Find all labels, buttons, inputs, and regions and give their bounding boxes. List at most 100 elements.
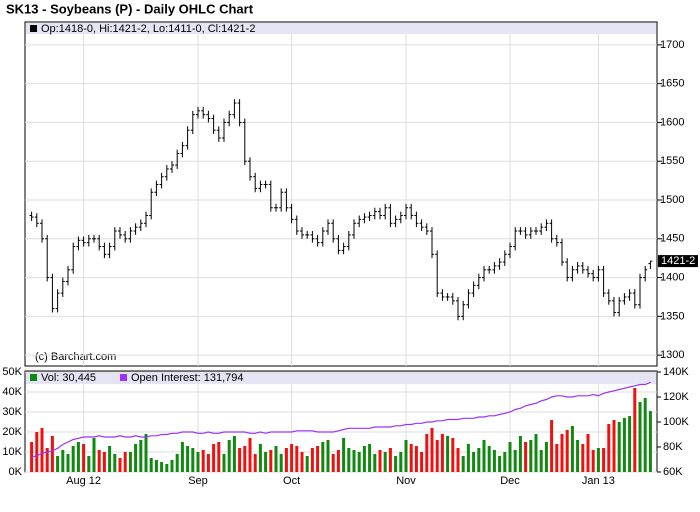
volume-bar (238, 448, 242, 472)
volume-bar (461, 456, 465, 472)
volume-bar (430, 428, 434, 472)
y2-tick-label: 140K (663, 366, 689, 378)
volume-bar (518, 436, 522, 472)
volume-bar (602, 448, 606, 472)
last-price-box (658, 255, 698, 268)
volume-bar (170, 460, 174, 472)
y-tick-label: 40K (2, 386, 22, 398)
volume-bar (331, 454, 335, 472)
volume-bar (305, 456, 309, 472)
y2-tick-label: 120K (663, 391, 689, 403)
volume-bar (113, 454, 117, 472)
volume-bar (513, 450, 517, 472)
open-interest-line (31, 381, 651, 458)
y-tick-label: 30K (2, 406, 22, 418)
volume-bar (498, 456, 502, 472)
volume-bar (191, 448, 195, 472)
volume-bar (123, 452, 127, 472)
volume-bar (82, 444, 86, 472)
y-tick-label: 1350 (660, 310, 684, 322)
volume-bar (534, 434, 538, 472)
x-tick-label: Jan 13 (582, 475, 615, 487)
volume-bar (97, 450, 101, 472)
y-tick-label: 1600 (660, 116, 684, 128)
volume-bar (71, 446, 75, 472)
volume-bar (378, 450, 382, 472)
volume-bar (612, 420, 616, 472)
volume-bar (357, 452, 361, 472)
legend-swatch (30, 25, 37, 32)
y-tick-label: 0K (9, 466, 23, 478)
volume-bar (487, 446, 491, 472)
volume-bar (196, 452, 200, 472)
legend-entry: Vol: 30,445 (41, 372, 96, 384)
volume-bar (586, 434, 590, 472)
volume-bar (61, 450, 65, 472)
volume-bar (555, 444, 559, 472)
volume-bar (35, 432, 39, 472)
volume-bar (472, 452, 476, 472)
volume-bar (508, 442, 512, 472)
volume-bar (394, 456, 398, 472)
volume-bar (321, 442, 325, 472)
volume-bar (30, 442, 34, 472)
volume-bar (248, 438, 252, 472)
volume-bar (92, 438, 96, 472)
volume-bar (539, 450, 543, 472)
volume-bar (144, 434, 148, 472)
legend-swatch (120, 374, 127, 381)
volume-bar (643, 398, 647, 472)
volume-bar (482, 440, 486, 472)
volume-bar (186, 446, 190, 472)
volume-bar (300, 452, 304, 472)
volume-bar (638, 402, 642, 472)
y-tick-label: 1500 (660, 194, 684, 206)
x-tick-label: Oct (283, 475, 300, 487)
volume-bar (160, 462, 164, 472)
volume-bar (451, 438, 455, 472)
volume-bar (154, 460, 158, 472)
volume-bar (388, 448, 392, 472)
volume-bar (591, 450, 595, 472)
y-tick-label: 1300 (660, 349, 684, 361)
volume-bar (149, 458, 153, 472)
volume-bar (212, 444, 216, 472)
volume-bar (617, 422, 621, 472)
volume-bar (128, 452, 132, 472)
volume-bar (425, 434, 429, 472)
volume-bar (456, 448, 460, 472)
volume-bar (76, 442, 80, 472)
volume-bar (628, 416, 632, 472)
volume-bar (648, 411, 652, 472)
volume-bar (253, 454, 257, 472)
volume-bar (175, 454, 179, 472)
volume-bar (383, 452, 387, 472)
legend-entry: Open Interest: 131,794 (131, 372, 244, 384)
chart-title: SK13 - Soybeans (P) - Daily OHLC Chart (6, 1, 254, 16)
volume-bar (102, 452, 106, 472)
volume-bar (409, 444, 413, 472)
volume-bar (399, 452, 403, 472)
volume-bar (633, 388, 637, 472)
volume-bar (414, 446, 418, 472)
price-panel (24, 21, 658, 367)
volume-bar (477, 448, 481, 472)
volume-bar (576, 440, 580, 472)
volume-bar (336, 450, 340, 472)
volume-bar (279, 454, 283, 472)
volume-bar (66, 454, 70, 472)
y2-tick-label: 80K (663, 441, 683, 453)
volume-bar (347, 448, 351, 472)
volume-bar (232, 436, 236, 472)
volume-bar (373, 454, 377, 472)
volume-bar (165, 464, 169, 472)
volume-bar (560, 434, 564, 472)
volume-bar (544, 442, 548, 472)
volume-bar (435, 440, 439, 472)
volume-bar (40, 428, 44, 472)
y-tick-label: 50K (2, 366, 22, 378)
volume-bar (134, 444, 138, 472)
volume-bar (206, 454, 210, 472)
